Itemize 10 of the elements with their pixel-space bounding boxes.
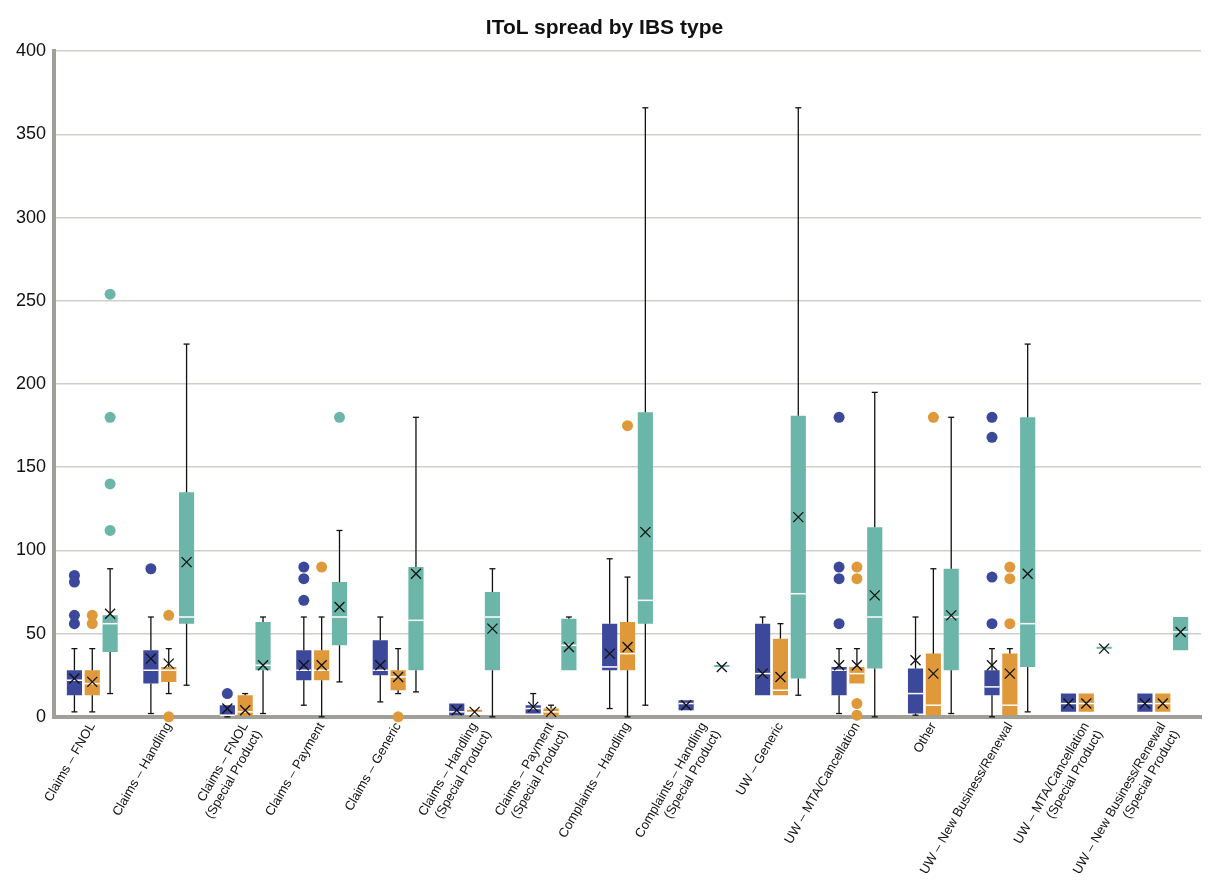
y-tick-label: 50	[26, 622, 47, 643]
y-tick-label: 300	[15, 206, 47, 227]
y-tick-label: 150	[15, 456, 47, 477]
y-tick-label: 200	[15, 373, 47, 393]
y-tick-label: 0	[36, 705, 47, 726]
y-tick-label: 350	[15, 123, 47, 144]
chart-title: IToL spread by IBS type	[485, 15, 724, 39]
y-tick-label: 400	[15, 40, 47, 61]
y-tick-label: 250	[15, 289, 47, 310]
y-tick-label: 100	[15, 539, 47, 560]
